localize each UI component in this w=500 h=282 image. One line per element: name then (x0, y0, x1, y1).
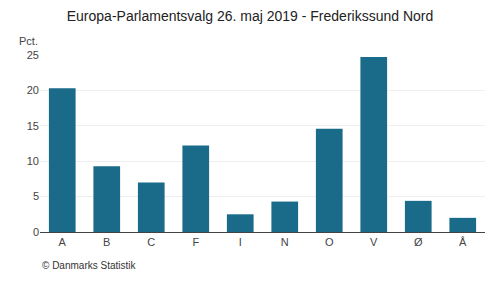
svg-text:20: 20 (27, 84, 39, 96)
svg-text:10: 10 (27, 155, 39, 167)
svg-text:C: C (147, 236, 155, 248)
svg-text:25: 25 (27, 49, 39, 61)
svg-text:Ø: Ø (414, 236, 423, 248)
svg-text:Europa-Parlamentsvalg 26. maj: Europa-Parlamentsvalg 26. maj 2019 - Fre… (67, 8, 434, 24)
svg-text:15: 15 (27, 120, 39, 132)
svg-text:Å: Å (459, 236, 467, 248)
svg-text:O: O (325, 236, 334, 248)
svg-text:F: F (192, 236, 199, 248)
svg-text:N: N (281, 236, 289, 248)
svg-text:V: V (370, 236, 378, 248)
svg-text:I: I (239, 236, 242, 248)
svg-text:0: 0 (33, 226, 39, 238)
svg-text:© Danmarks Statistik: © Danmarks Statistik (42, 260, 137, 271)
svg-text:5: 5 (33, 190, 39, 202)
svg-text:A: A (59, 236, 67, 248)
svg-text:B: B (103, 236, 110, 248)
svg-text:Pct.: Pct. (19, 35, 38, 47)
